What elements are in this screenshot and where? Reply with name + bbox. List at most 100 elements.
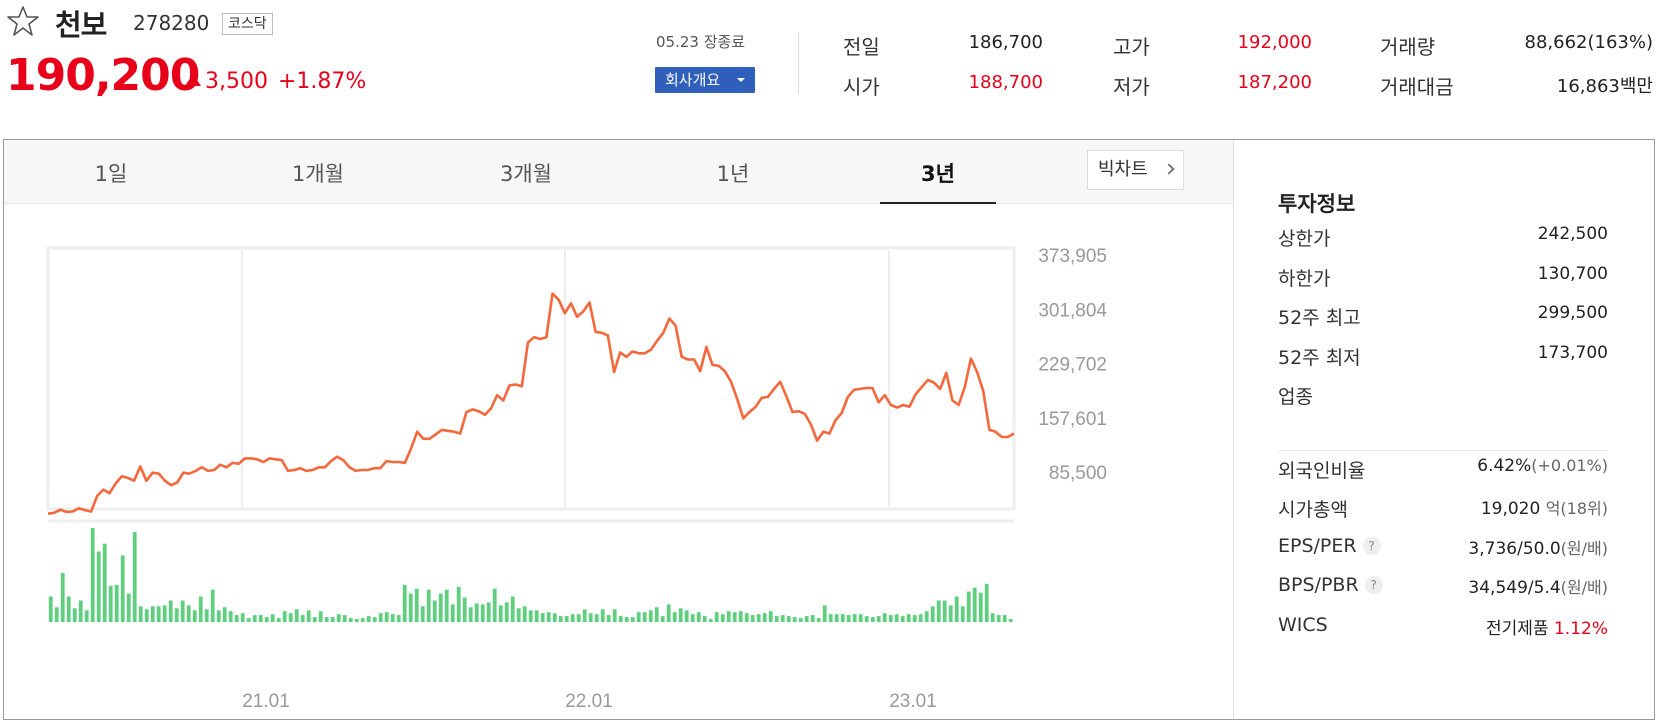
volume-bar [894,614,899,622]
x-tick-label: 23.01 [889,691,937,712]
price-line [47,292,1015,515]
panel-divider [1233,140,1234,719]
volume-bar [126,593,131,622]
chart-panel: 1일 1개월 3개월 1년 3년 빅차트 21.01 22.01 23.01 373,… [3,139,1655,720]
company-overview-button[interactable]: 회사개요 [655,67,755,93]
volume-bar [546,612,551,622]
volume-bar [336,614,341,622]
volume-bar [918,614,923,622]
big-chart-button[interactable]: 빅차트 [1087,150,1184,190]
volume-bar [588,613,593,622]
price-change-value: 3,500 [205,69,268,94]
prev-close-label: 전일 [843,35,880,59]
market-cap-rank: 억(18위) [1545,499,1608,518]
high52-label: 52주 최고 [1278,307,1361,329]
wics-value[interactable]: 전기제품 [1486,619,1549,639]
bps-pbr-label-wrap: BPS/PBR? [1278,574,1383,596]
volume-bar [654,607,659,622]
bps-pbr-value: 34,549/5.4 [1468,578,1561,598]
volume-bar [780,615,785,622]
volume-bar [774,616,779,622]
foreign-ratio-row: 외국인비율 6.42%(+0.01%) [1278,456,1608,484]
volume-bar [828,614,833,622]
volume-bar [690,614,695,622]
market-cap-value: 19,020 [1480,499,1541,519]
volume-bar [810,615,815,622]
upper-limit-label: 상한가 [1278,228,1331,250]
upper-limit-value: 242,500 [1537,224,1608,244]
volume-bar [174,608,179,622]
favorite-star-icon[interactable] [6,4,40,38]
bps-pbr-unit: (원/배) [1560,578,1608,597]
eps-per-value: 3,736/50.0 [1468,539,1561,559]
volume-bar [858,614,863,622]
investment-info-title: 투자정보 [1278,192,1356,216]
trade-amount-unit: 백만 [1619,76,1653,97]
volume-bar [636,612,641,622]
help-icon[interactable]: ? [1364,576,1383,594]
volume-bar [900,616,905,622]
volume-bar [696,612,701,622]
y-tick-label: 157,601 [1038,409,1107,430]
lower-limit-row: 하한가 130,700 [1278,264,1608,292]
tab-3year[interactable]: 3년 [921,162,955,186]
volume-bar [312,617,317,622]
help-icon[interactable]: ? [1362,537,1381,555]
volume-bar [852,614,857,622]
open-value: 188,700 [968,72,1043,93]
volume-bar [594,614,599,622]
volume-bar [648,610,653,623]
volume-bar [942,600,947,622]
volume-bar [804,616,809,622]
volume-bar [180,600,185,622]
volume-bar [642,612,647,622]
volume-bar [708,619,713,622]
volume-bar [156,606,161,622]
y-tick-label: 301,804 [1038,300,1107,321]
wics: 전기제품 1.12% [1486,614,1608,639]
volume-bar [96,551,101,622]
volume-bar [666,604,671,622]
price-chart[interactable]: 21.01 22.01 23.01 373,905 301,804 229,702 157,… [4,204,1233,719]
volume-bar [534,610,539,623]
x-tick-label: 22.01 [565,691,613,712]
volume-bar [960,606,965,622]
tab-1month[interactable]: 1개월 [291,162,344,186]
volume-bar [228,611,233,622]
high-label: 고가 [1113,35,1150,59]
industry-label: 업종 [1278,386,1313,408]
low52-row: 52주 최저 173,700 [1278,343,1608,371]
price-change: 3,500 [185,69,268,94]
high-value: 192,000 [1237,32,1312,53]
volume-bar [996,615,1001,622]
header-divider [798,32,799,94]
eps-per-label: EPS/PER [1278,535,1357,557]
current-price: 190,200 [6,50,200,101]
volume-bar [222,607,227,622]
volume-bar [378,613,383,622]
volume-bar [516,608,521,622]
active-tab-indicator [880,202,996,204]
tab-1year[interactable]: 1년 [716,162,750,186]
volume-bar [90,528,95,622]
volume-bar [834,614,839,622]
volume-bar [756,614,761,622]
volume-bar [972,587,977,622]
volume-bar [288,613,293,622]
bps-pbr-row: BPS/PBR? 34,549/5.4(원/배) [1278,574,1608,602]
market-cap-label: 시가총액 [1278,499,1348,521]
trade-amount: 16,863백만 [1460,72,1653,98]
volume-bar [72,608,77,622]
volume-bar [660,616,665,622]
volume-bar [198,596,203,622]
volume-value: 88,662(163%) [1524,32,1654,53]
volume-bar [948,605,953,622]
tab-3month[interactable]: 3개월 [499,162,552,186]
volume-bar [672,612,677,622]
tab-1day[interactable]: 1일 [94,162,128,186]
volume-bar [504,602,509,622]
volume-bar [168,600,173,622]
volume-bar [492,588,497,622]
volume-bar [444,589,449,622]
volume-bar [192,610,197,623]
